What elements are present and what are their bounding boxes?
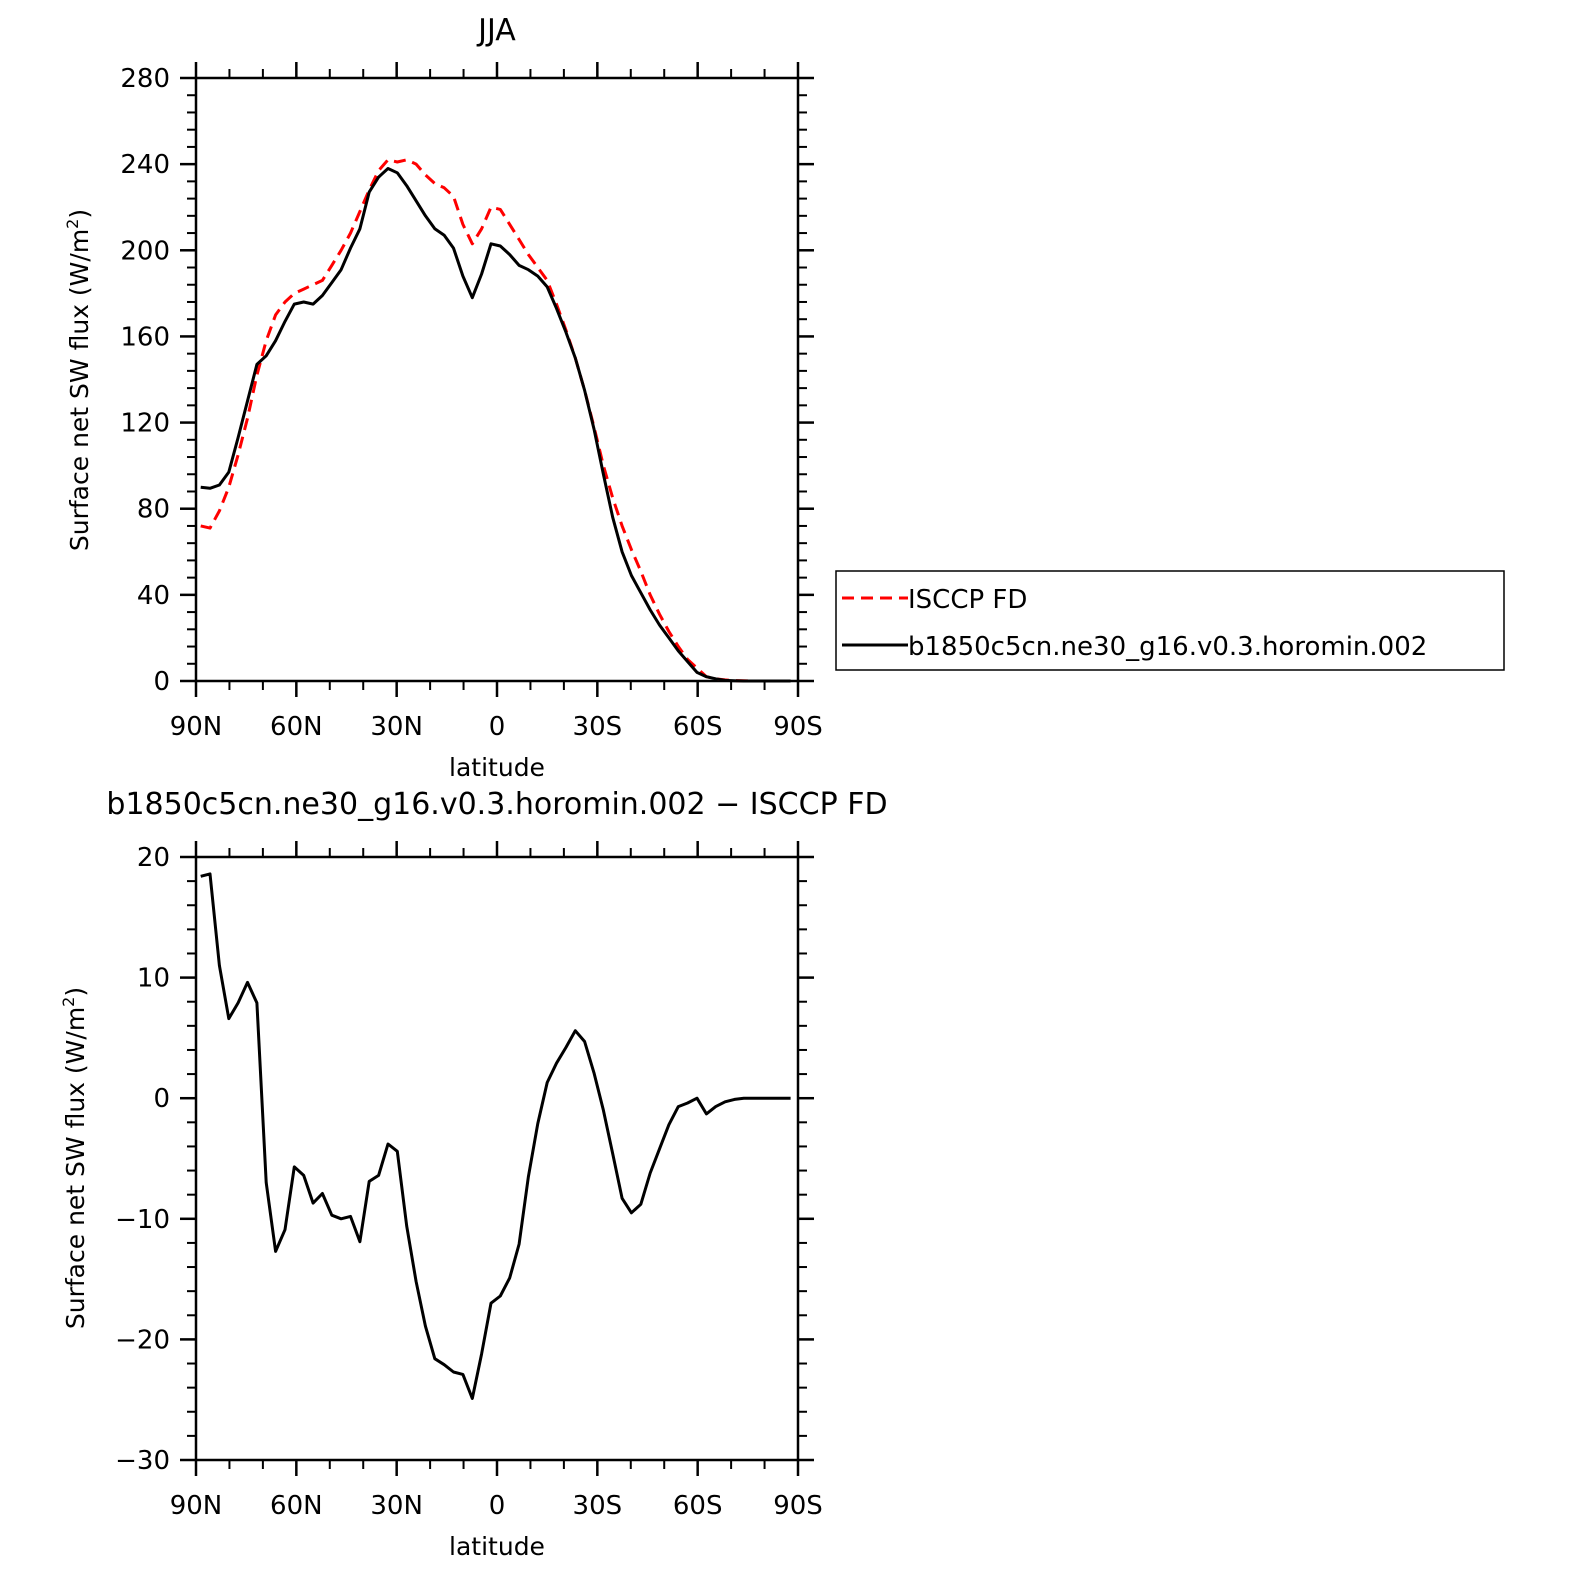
top-y-tick-label: 240 [120,150,170,180]
top-x-tick-label: 90S [773,712,823,742]
legend: ISCCP FD b1850c5cn.ne30_g16.v0.3.horomin… [835,570,1505,671]
top-y-tick-label: 120 [120,409,170,439]
bottom-x-tick-label: 90S [773,1491,823,1521]
bottom-plot-frame [194,855,800,1462]
legend-box [835,570,1505,671]
top-tick-labels: 90N 60N 30N 0 30S 60S 90S 0 40 80 120 160 200 240 280 [120,64,822,742]
legend-label-model: b1850c5cn.ne30_g16.v0.3.horomin.002 [908,632,1427,662]
bottom-x-axis-label: latitude [449,1532,545,1561]
bottom-series-lines [200,872,791,1400]
bottom-x-tick-label: 60S [673,1491,723,1521]
bottom-x-tick-label: 30S [573,1491,623,1521]
bottom-tick-labels: 90N 60N 30N 0 30S 60S 90S −30 −20 −10 0 10 20 [115,843,823,1521]
bottom-y-tick-label: 10 [137,964,170,994]
bottom-x-tick-label: 0 [489,1491,506,1521]
bottom-x-tick-label: 60N [270,1491,323,1521]
bottom-y-tick-label: 20 [137,843,170,873]
bottom-y-tick-label: −20 [115,1325,170,1355]
bottom-y-tick-label: −10 [115,1205,170,1235]
top-y-tick-label: 280 [120,64,170,94]
top-x-tick-label: 90N [170,712,223,742]
top-y-tick-label: 40 [137,581,170,611]
top-x-tick-label: 60S [673,712,723,742]
top-y-tick-label: 200 [120,236,170,266]
bottom-panel: b1850c5cn.ne30_g16.v0.3.horomin.002 − IS… [59,787,888,1561]
bottom-y-tick-label: −30 [115,1446,170,1476]
bottom-chart-title: b1850c5cn.ne30_g16.v0.3.horomin.002 − IS… [106,787,887,822]
legend-label-isccp: ISCCP FD [908,585,1027,615]
top-y-tick-label: 160 [120,322,170,352]
bottom-series-line-0 [200,872,791,1400]
top-series-line-0 [200,158,791,683]
top-x-tick-label: 0 [489,712,506,742]
top-y-tick-label: 0 [153,667,170,697]
top-y-tick-label: 80 [137,495,170,525]
top-x-tick-label: 30N [370,712,423,742]
bottom-x-tick-label: 30N [370,1491,423,1521]
top-x-tick-label: 30S [573,712,623,742]
bottom-x-tick-label: 90N [170,1491,223,1521]
top-chart-title: JJA [476,13,516,48]
top-panel: JJA 90N 60N 30N 0 30S 60S 90S 0 40 80 120 160 200 240… [63,13,1505,782]
bottom-y-axis-label: Surface net SW flux (W/m2) [59,987,90,1329]
top-x-axis-label: latitude [449,753,545,782]
top-x-tick-label: 60N [270,712,323,742]
bottom-y-tick-label: 0 [153,1084,170,1114]
top-axis-ticks [180,62,814,697]
top-series-lines [200,158,791,683]
bottom-axis-ticks [180,841,814,1476]
top-plot-frame [194,76,800,683]
top-y-axis-label: Surface net SW flux (W/m2) [63,209,94,551]
top-series-line-1 [200,167,791,683]
